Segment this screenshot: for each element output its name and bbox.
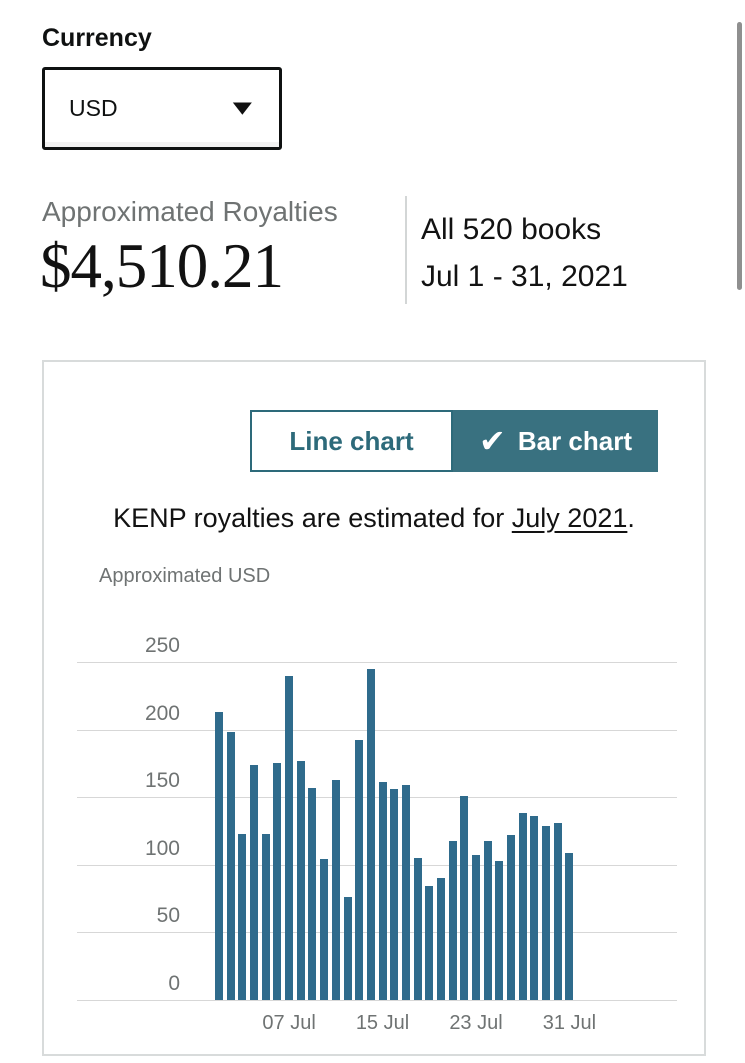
kenp-month-link[interactable]: July 2021 <box>511 503 628 533</box>
bar[interactable] <box>250 764 258 1000</box>
bar[interactable] <box>472 855 480 1000</box>
summary-divider <box>405 196 407 304</box>
y-tick-label: 200 <box>144 701 180 725</box>
bar[interactable] <box>331 779 340 1000</box>
kenp-note-suffix: . <box>627 503 635 533</box>
bar-chart-button[interactable]: ✔ Bar chart <box>453 410 658 472</box>
line-chart-button[interactable]: Line chart <box>250 410 453 472</box>
bar[interactable] <box>343 897 352 1000</box>
y-tick-label: 100 <box>144 836 180 860</box>
royalties-amount: $4,510.21 <box>40 231 284 301</box>
gridline <box>77 932 677 934</box>
chart-card: Line chart ✔ Bar chart KENP royalties ar… <box>42 360 706 1056</box>
bar[interactable] <box>285 675 294 1000</box>
bar[interactable] <box>413 858 422 1000</box>
bar[interactable] <box>355 740 364 1000</box>
bar[interactable] <box>226 732 235 1000</box>
gridline <box>77 662 677 663</box>
bar[interactable] <box>448 840 457 1000</box>
bar[interactable] <box>273 763 282 1000</box>
page-scrollbar[interactable] <box>737 22 742 290</box>
y-tick-label: 250 <box>144 634 180 657</box>
bar[interactable] <box>215 712 223 1000</box>
bar[interactable] <box>518 813 527 1000</box>
bar[interactable] <box>238 833 247 1000</box>
bar[interactable] <box>378 782 387 1000</box>
currency-selected-value: USD <box>69 95 118 121</box>
y-tick-label: 0 <box>168 972 180 995</box>
currency-dropdown[interactable]: USD ▼ <box>42 67 282 150</box>
gridline <box>77 729 677 731</box>
plot-area: 250 200 150 100 50 0 07 Jul 15 Jul 23 Jul 31 Jul <box>77 634 677 1034</box>
bar[interactable] <box>320 859 329 1000</box>
x-tick-label: 23 Jul <box>449 1012 503 1034</box>
kenp-note-prefix: KENP royalties are estimated for <box>113 503 512 533</box>
gridline <box>77 1000 677 1001</box>
gridline <box>77 864 677 866</box>
bar[interactable] <box>366 668 375 1000</box>
y-tick-label: 50 <box>156 904 180 928</box>
kenp-note: KENP royalties are estimated for July 20… <box>44 503 704 534</box>
check-icon: ✔ <box>479 423 506 459</box>
bar[interactable] <box>542 825 550 1000</box>
bar[interactable] <box>565 852 574 1000</box>
bar[interactable] <box>308 787 317 1000</box>
bar[interactable] <box>460 795 469 1000</box>
line-chart-button-label: Line chart <box>289 425 414 456</box>
x-tick-label: 31 Jul <box>542 1012 597 1034</box>
bar[interactable] <box>390 789 399 1000</box>
axis-title: Approximated USD <box>99 565 271 587</box>
gridline <box>77 797 677 799</box>
bar[interactable] <box>495 860 504 1000</box>
summary-scope: All 520 books Jul 1 - 31, 2021 <box>421 206 628 300</box>
bar[interactable] <box>401 785 410 1000</box>
date-range: Jul 1 - 31, 2021 <box>421 260 628 293</box>
bar[interactable] <box>261 833 270 1000</box>
bar[interactable] <box>483 840 492 1000</box>
currency-label: Currency <box>42 24 152 52</box>
bar[interactable] <box>425 886 434 1000</box>
bar-chart-button-label: Bar chart <box>517 425 632 456</box>
books-count: All 520 books <box>421 213 602 246</box>
bar[interactable] <box>507 835 515 1000</box>
bar[interactable] <box>553 822 562 1000</box>
bar[interactable] <box>530 816 539 1000</box>
bar[interactable] <box>436 878 445 1000</box>
royalties-title: Approximated Royalties <box>42 196 338 227</box>
x-tick-label: 15 Jul <box>355 1012 410 1034</box>
y-tick-label: 150 <box>144 769 180 793</box>
caret-down-icon: ▼ <box>226 96 259 120</box>
x-tick-label: 07 Jul <box>262 1012 316 1034</box>
bar[interactable] <box>296 760 305 1000</box>
